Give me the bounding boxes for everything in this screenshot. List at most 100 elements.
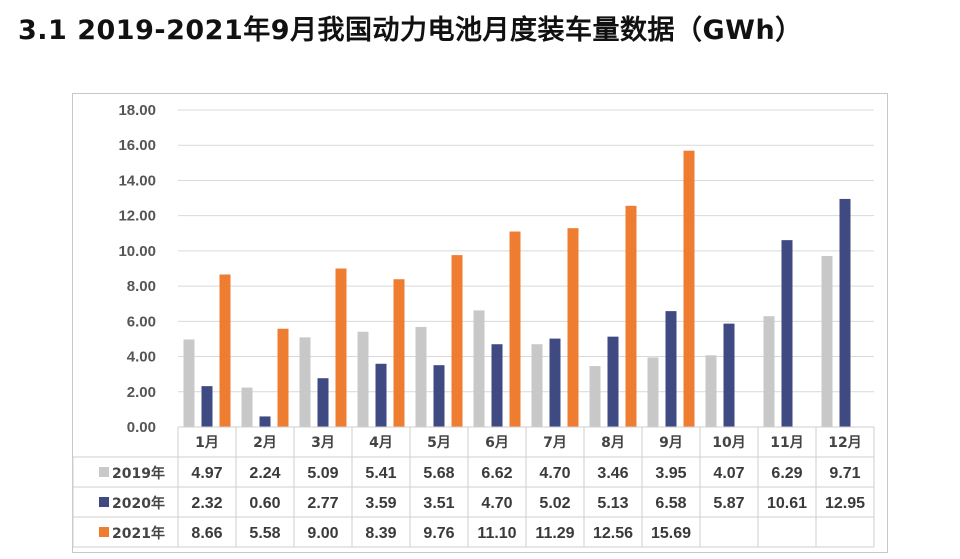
y-tick-label: 12.00 (118, 208, 156, 225)
bar-2020年-1月 (201, 386, 213, 427)
legend-swatch-2021年 (99, 527, 109, 537)
x-tick-label: 5月 (427, 435, 451, 451)
data-label: 10.61 (767, 495, 807, 512)
data-label: 4.70 (481, 495, 512, 512)
x-tick-label: 6月 (485, 435, 509, 451)
bar-2020年-2月 (259, 416, 271, 427)
y-tick-label: 4.00 (127, 349, 156, 366)
data-label: 11.29 (535, 525, 574, 542)
x-tick-label: 10月 (712, 435, 745, 451)
x-tick-label: 1月 (195, 435, 219, 451)
x-tick-label: 9月 (659, 435, 683, 451)
bar-2020年-12月 (839, 198, 851, 427)
data-label: 6.62 (481, 465, 512, 482)
data-label: 5.87 (713, 495, 744, 512)
y-tick-label: 6.00 (127, 313, 156, 330)
y-tick-label: 18.00 (118, 102, 156, 119)
data-label: 0.60 (249, 495, 280, 512)
bar-2020年-11月 (781, 240, 793, 427)
bar-2021年-5月 (451, 255, 463, 427)
bar-2020年-9月 (665, 311, 677, 427)
legend-label: 2020年 (112, 495, 165, 512)
data-label: 3.95 (655, 465, 686, 482)
data-label: 9.00 (307, 525, 338, 542)
bar-2019年-4月 (357, 331, 369, 427)
data-label: 2.32 (191, 495, 222, 512)
bar-2021年-3月 (335, 268, 347, 427)
bar-2021年-4月 (393, 279, 405, 427)
bar-2021年-6月 (509, 231, 521, 427)
data-label: 3.46 (597, 465, 628, 482)
y-tick-label: 0.00 (127, 419, 156, 436)
bar-2019年-7月 (531, 344, 543, 427)
x-tick-label: 12月 (828, 435, 861, 451)
bar-2020年-7月 (549, 338, 561, 427)
data-label: 2.24 (249, 465, 280, 482)
x-tick-label: 11月 (770, 435, 803, 451)
bar-2020年-4月 (375, 363, 387, 427)
data-label: 5.13 (597, 495, 628, 512)
x-tick-label: 8月 (601, 435, 625, 451)
data-label: 4.07 (713, 465, 744, 482)
bar-2021年-2月 (277, 328, 289, 427)
x-tick-label: 3月 (311, 435, 335, 451)
data-label: 6.29 (771, 465, 802, 482)
x-tick-label: 4月 (369, 435, 393, 451)
bar-2019年-8月 (589, 366, 601, 427)
data-label: 5.41 (365, 465, 396, 482)
data-label: 4.97 (191, 465, 222, 482)
data-label: 12.56 (593, 525, 633, 542)
bar-2019年-2月 (241, 387, 253, 427)
bar-2021年-8月 (625, 205, 637, 427)
data-label: 3.59 (365, 495, 396, 512)
data-label: 5.68 (423, 465, 454, 482)
bar-2019年-5月 (415, 326, 427, 427)
x-tick-label: 2月 (253, 435, 277, 451)
data-label: 9.71 (829, 465, 860, 482)
y-tick-label: 14.00 (118, 172, 156, 189)
legend-label: 2021年 (112, 525, 165, 542)
data-label: 11.10 (477, 525, 516, 542)
bar-2019年-10月 (705, 355, 717, 427)
data-label: 3.51 (423, 495, 454, 512)
bar-2020年-6月 (491, 344, 503, 427)
data-label: 2.77 (307, 495, 338, 512)
bar-2019年-12月 (821, 255, 833, 427)
data-label: 8.39 (365, 525, 396, 542)
x-tick-label: 7月 (543, 435, 567, 451)
legend-swatch-2020年 (99, 497, 109, 507)
bar-2019年-9月 (647, 357, 659, 427)
y-tick-label: 8.00 (127, 278, 156, 295)
bar-2019年-3月 (299, 337, 311, 427)
data-label: 9.76 (423, 525, 454, 542)
bars (183, 150, 851, 427)
bar-2020年-8月 (607, 336, 619, 427)
bar-2019年-11月 (763, 316, 775, 427)
data-label: 8.66 (191, 525, 222, 542)
legend-label: 2019年 (112, 465, 165, 482)
legend-swatch-2019年 (99, 467, 109, 477)
gridlines (178, 109, 874, 428)
data-table: 1月 2月 3月 4月 5月 6月 7月 8月 9月 10月 11月 12月 2019年 4.97 2.24… (72, 426, 875, 548)
bar-2021年-1月 (219, 274, 231, 427)
bar-2020年-3月 (317, 378, 329, 427)
data-label: 4.70 (539, 465, 570, 482)
bar-2020年-5月 (433, 365, 445, 427)
page-title: 3.1 2019-2021年9月我国动力电池月度装车量数据（GWh） (18, 15, 803, 46)
bar-2019年-6月 (473, 310, 485, 427)
y-tick-label: 2.00 (127, 384, 156, 401)
y-axis-ticks: 0.00 2.00 4.00 6.00 8.00 10.00 12.00 14.00 16.00… (118, 102, 156, 436)
data-label: 6.58 (655, 495, 686, 512)
y-tick-label: 10.00 (118, 243, 156, 260)
data-label: 12.95 (825, 495, 865, 512)
bar-2020年-10月 (723, 323, 735, 427)
y-tick-label: 16.00 (118, 137, 156, 154)
data-label: 5.09 (307, 465, 338, 482)
data-label: 15.69 (651, 525, 691, 542)
bar-2021年-7月 (567, 228, 579, 427)
data-label: 5.58 (249, 525, 280, 542)
bar-2021年-9月 (683, 150, 695, 427)
bar-2019年-1月 (183, 339, 195, 427)
data-label: 5.02 (539, 495, 570, 512)
